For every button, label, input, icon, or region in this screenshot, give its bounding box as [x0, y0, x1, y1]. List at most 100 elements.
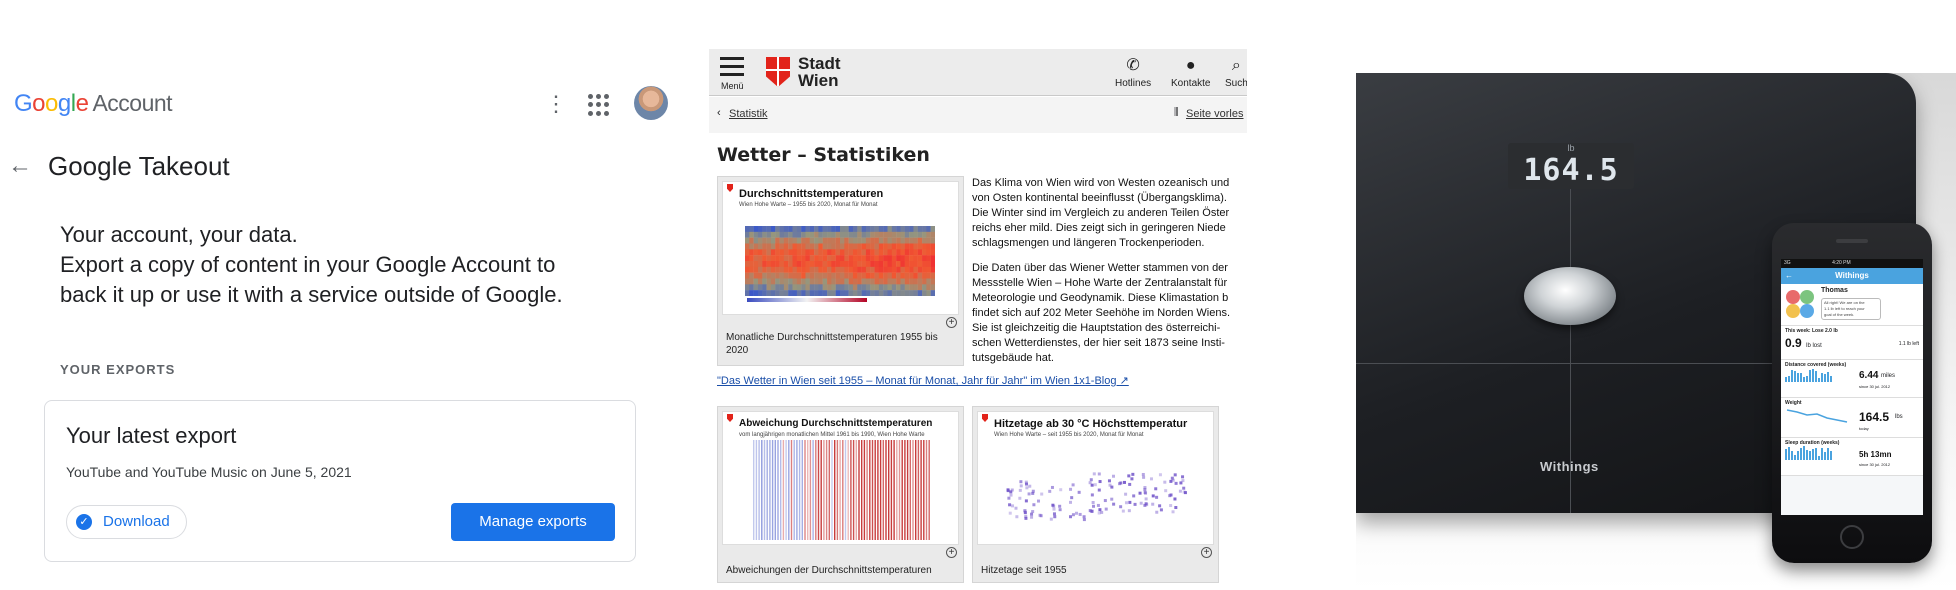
heatmap-cell: [926, 278, 931, 285]
heat-day-mark: [1124, 501, 1128, 505]
menu-label[interactable]: Menü: [721, 81, 744, 91]
heatmap-cell: [917, 290, 923, 296]
figure-abweichung[interactable]: Abweichung Durchschnittstemperaturen vom…: [717, 406, 964, 583]
heatmap-cell: [878, 231, 884, 238]
heatmap-cell: [801, 231, 806, 238]
heatmap-cell: [788, 249, 793, 256]
deviation-stripe: [839, 440, 841, 540]
more-options-icon[interactable]: ⋮: [545, 91, 567, 116]
expand-icon[interactable]: +: [1201, 547, 1212, 558]
heatmap-cell: [861, 237, 867, 244]
heatmap-cell: [745, 231, 750, 238]
heatmap-cell: [822, 290, 828, 296]
deviation-stripe: [758, 440, 760, 540]
heat-day-mark: [1048, 489, 1052, 493]
expand-icon[interactable]: +: [946, 317, 957, 328]
heat-day-mark: [1031, 510, 1035, 514]
heatmap-cell: [805, 278, 810, 285]
avatar[interactable]: [634, 86, 668, 120]
heatmap-cell: [896, 261, 901, 268]
heatmap-cell: [852, 231, 858, 238]
heatmap-cell: [896, 278, 901, 285]
figure-durchschnittstemperaturen[interactable]: Durchschnittstemperaturen Wien Hohe Wart…: [717, 176, 964, 366]
download-button[interactable]: ✓ Download: [66, 505, 187, 539]
heatmap-cell: [844, 243, 849, 250]
heatmap-cell: [848, 278, 854, 285]
breadcrumb-statistik-link[interactable]: Statistik: [729, 108, 768, 120]
heatmap-cell: [917, 261, 923, 268]
heatmap-cell: [852, 226, 858, 233]
heatmap-cell: [745, 266, 750, 273]
heatmap-cell: [770, 226, 776, 233]
heat-day-mark: [1173, 497, 1177, 501]
heat-day-mark: [1110, 497, 1114, 501]
heatmap-cell: [745, 284, 750, 291]
heatmap-cell: [917, 266, 923, 273]
heatmap-cell: [883, 243, 888, 250]
heatmap-cell: [796, 237, 802, 244]
heatmap-cell: [753, 278, 759, 285]
heatmap-cell: [852, 266, 858, 273]
heatmap-cell: [913, 255, 918, 262]
heatmap-cell: [891, 237, 897, 244]
heatmap-cell: [801, 261, 806, 268]
tool-label: Kontakte: [1171, 78, 1211, 89]
hotlines-button[interactable]: ✆ Hotlines: [1115, 56, 1151, 89]
wien-blog-link[interactable]: "Das Wetter in Wien seit 1955 – Monat fü…: [717, 374, 1129, 387]
scale-seam: [1356, 363, 1916, 364]
heat-day-mark: [1096, 503, 1100, 507]
apps-grid-icon[interactable]: [588, 94, 610, 116]
heat-day-mark: [1019, 480, 1023, 484]
read-aloud-link[interactable]: Seite vorles: [1186, 108, 1244, 120]
heatmap-cell: [762, 266, 767, 273]
search-button[interactable]: ⌕ Such: [1225, 56, 1247, 89]
heatmap-cell: [909, 226, 914, 233]
heat-day-mark: [1159, 508, 1163, 512]
stadt-wien-logo[interactable]: Stadt Wien: [798, 55, 841, 89]
expand-icon[interactable]: +: [946, 547, 957, 558]
heatmap-cell: [896, 231, 901, 238]
heat-day-mark: [1098, 480, 1102, 484]
heatmap-cell: [913, 266, 918, 273]
heat-day-mark: [1163, 480, 1167, 484]
heatmap-cell: [775, 290, 780, 296]
heatmap-cell: [805, 284, 810, 291]
heatmap-cell: [857, 261, 862, 268]
back-arrow-icon: ←: [1785, 271, 1793, 280]
heatmap-cell: [809, 255, 815, 262]
heat-day-mark: [1183, 491, 1187, 495]
heatmap-cell: [874, 231, 880, 238]
heatmap-cell: [904, 249, 910, 256]
google-account-logo[interactable]: Google Account: [14, 90, 173, 118]
heatmap-cell: [852, 284, 858, 291]
heat-day-mark: [1052, 512, 1056, 516]
home-button: [1840, 525, 1864, 549]
deviation-stripe: [817, 440, 820, 540]
heatmap-cell: [818, 226, 823, 233]
figure-hitzetage[interactable]: Hitzetage ab 30 °C Höchsttemperatur Wien…: [972, 406, 1219, 583]
heatmap-cell: [891, 266, 897, 273]
message-line: goal of the week.: [1824, 312, 1855, 317]
heatmap-cell: [749, 243, 754, 250]
hamburger-menu-icon[interactable]: [720, 57, 744, 81]
heatmap-cell: [831, 284, 836, 291]
heatmap-cell: [801, 255, 806, 262]
heat-day-mark: [1121, 509, 1125, 513]
deviation-stripe: [755, 440, 758, 540]
heatmap-cell: [917, 231, 923, 238]
scale-display: lb 164.5: [1508, 143, 1634, 189]
manage-exports-button[interactable]: Manage exports: [451, 503, 615, 541]
heatmap-cell: [809, 284, 815, 291]
heatmap-cell: [922, 237, 927, 244]
heatmap-cell: [891, 226, 897, 233]
heat-day-mark: [1019, 484, 1023, 488]
heatmap-cell: [922, 278, 927, 285]
back-arrow-icon[interactable]: ←: [8, 152, 32, 179]
heatmap-cell: [783, 237, 789, 244]
deviation-stripe: [915, 440, 917, 540]
distance-row: Distance covered (weeks) 6.44 miles sinc…: [1781, 360, 1923, 398]
kontakte-button[interactable]: ● Kontakte: [1171, 56, 1210, 89]
vienna-mark-icon: [727, 414, 733, 422]
deviation-stripe: [769, 440, 771, 540]
stadt-wien-panel: Menü Stadt Wien ✆ Hotlines ● Kontakte ⌕ …: [709, 0, 1247, 590]
